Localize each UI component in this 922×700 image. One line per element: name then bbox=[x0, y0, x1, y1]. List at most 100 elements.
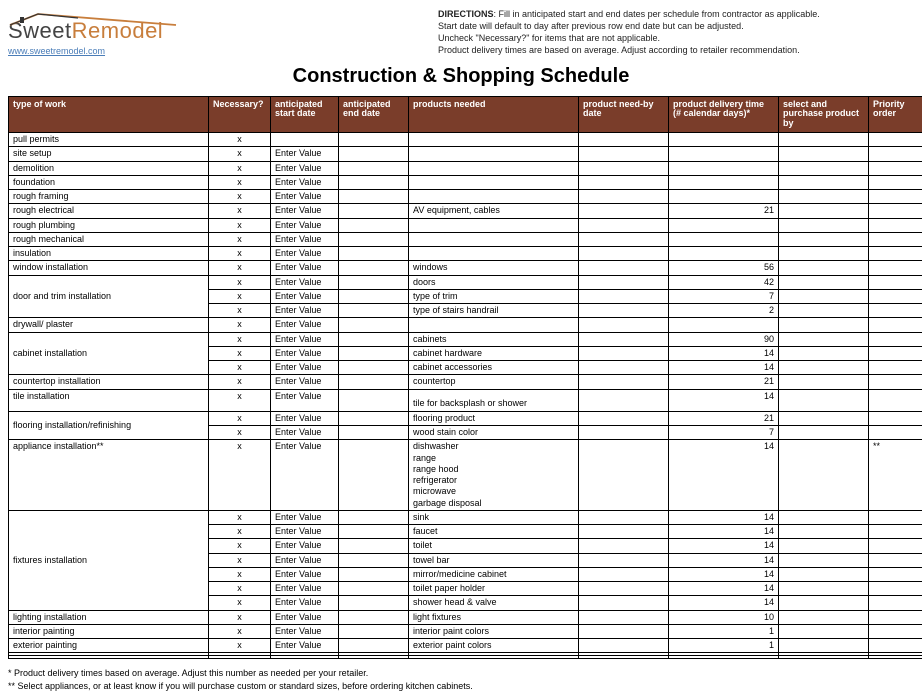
cell[interactable] bbox=[869, 639, 922, 653]
cell[interactable]: 14 bbox=[669, 596, 779, 610]
cell[interactable] bbox=[579, 346, 669, 360]
cell[interactable]: x bbox=[209, 596, 271, 610]
cell[interactable] bbox=[579, 147, 669, 161]
cell[interactable]: x bbox=[209, 318, 271, 332]
cell[interactable] bbox=[669, 190, 779, 204]
cell[interactable]: x bbox=[209, 553, 271, 567]
cell[interactable]: x bbox=[209, 375, 271, 389]
cell[interactable]: Enter Value bbox=[271, 161, 339, 175]
cell[interactable] bbox=[869, 190, 922, 204]
cell[interactable] bbox=[869, 389, 922, 411]
cell[interactable] bbox=[869, 510, 922, 524]
cell[interactable]: x bbox=[209, 426, 271, 440]
cell[interactable] bbox=[779, 510, 869, 524]
cell[interactable]: Enter Value bbox=[271, 389, 339, 411]
cell[interactable] bbox=[339, 332, 409, 346]
cell[interactable] bbox=[779, 204, 869, 218]
cell[interactable] bbox=[339, 133, 409, 147]
cell[interactable] bbox=[579, 190, 669, 204]
cell[interactable]: x bbox=[209, 610, 271, 624]
cell[interactable]: 21 bbox=[669, 375, 779, 389]
cell[interactable] bbox=[869, 567, 922, 581]
cell[interactable] bbox=[339, 389, 409, 411]
cell[interactable] bbox=[779, 261, 869, 275]
cell[interactable]: x bbox=[209, 361, 271, 375]
cell[interactable] bbox=[869, 553, 922, 567]
cell[interactable] bbox=[409, 318, 579, 332]
cell[interactable] bbox=[579, 275, 669, 289]
cell[interactable] bbox=[779, 147, 869, 161]
cell[interactable]: 7 bbox=[669, 426, 779, 440]
cell[interactable]: x bbox=[209, 411, 271, 425]
cell[interactable]: x bbox=[209, 133, 271, 147]
cell[interactable] bbox=[669, 318, 779, 332]
cell[interactable]: Enter Value bbox=[271, 375, 339, 389]
cell[interactable]: x bbox=[209, 440, 271, 511]
cell[interactable]: cabinet installation bbox=[9, 332, 209, 375]
cell[interactable] bbox=[779, 539, 869, 553]
cell[interactable] bbox=[869, 318, 922, 332]
cell[interactable]: Enter Value bbox=[271, 318, 339, 332]
cell[interactable] bbox=[779, 375, 869, 389]
cell[interactable] bbox=[409, 218, 579, 232]
cell[interactable]: sink bbox=[409, 510, 579, 524]
cell[interactable] bbox=[579, 218, 669, 232]
cell[interactable]: tile installation bbox=[9, 389, 209, 411]
cell[interactable]: x bbox=[209, 275, 271, 289]
cell[interactable]: cabinets bbox=[409, 332, 579, 346]
cell[interactable]: 14 bbox=[669, 440, 779, 511]
cell[interactable] bbox=[579, 510, 669, 524]
cell[interactable] bbox=[579, 133, 669, 147]
cell[interactable]: 14 bbox=[669, 525, 779, 539]
cell[interactable] bbox=[339, 656, 409, 659]
cell[interactable] bbox=[869, 426, 922, 440]
cell[interactable] bbox=[339, 261, 409, 275]
cell[interactable] bbox=[339, 147, 409, 161]
cell[interactable]: Enter Value bbox=[271, 639, 339, 653]
cell[interactable] bbox=[409, 247, 579, 261]
cell[interactable]: interior painting bbox=[9, 624, 209, 638]
cell[interactable] bbox=[669, 147, 779, 161]
cell[interactable] bbox=[409, 133, 579, 147]
cell[interactable] bbox=[339, 440, 409, 511]
cell[interactable] bbox=[579, 567, 669, 581]
cell[interactable] bbox=[779, 275, 869, 289]
cell[interactable] bbox=[869, 147, 922, 161]
cell[interactable] bbox=[869, 656, 922, 659]
cell[interactable]: towel bar bbox=[409, 553, 579, 567]
cell[interactable] bbox=[579, 582, 669, 596]
cell[interactable] bbox=[869, 539, 922, 553]
cell[interactable] bbox=[669, 161, 779, 175]
cell[interactable]: light fixtures bbox=[409, 610, 579, 624]
cell[interactable]: Enter Value bbox=[271, 539, 339, 553]
cell[interactable] bbox=[339, 567, 409, 581]
cell[interactable] bbox=[579, 361, 669, 375]
cell[interactable]: rough electrical bbox=[9, 204, 209, 218]
cell[interactable] bbox=[339, 624, 409, 638]
cell[interactable]: Enter Value bbox=[271, 346, 339, 360]
cell[interactable] bbox=[409, 175, 579, 189]
cell[interactable]: exterior painting bbox=[9, 639, 209, 653]
cell[interactable] bbox=[779, 440, 869, 511]
cell[interactable] bbox=[579, 161, 669, 175]
cell[interactable] bbox=[779, 247, 869, 261]
cell[interactable]: window installation bbox=[9, 261, 209, 275]
cell[interactable]: 90 bbox=[669, 332, 779, 346]
cell[interactable] bbox=[339, 539, 409, 553]
cell[interactable]: cabinet hardware bbox=[409, 346, 579, 360]
cell[interactable] bbox=[779, 656, 869, 659]
cell[interactable]: 56 bbox=[669, 261, 779, 275]
cell[interactable]: door and trim installation bbox=[9, 275, 209, 318]
cell[interactable]: 14 bbox=[669, 346, 779, 360]
cell[interactable]: 14 bbox=[669, 361, 779, 375]
cell[interactable] bbox=[579, 539, 669, 553]
cell[interactable] bbox=[579, 624, 669, 638]
cell[interactable]: AV equipment, cables bbox=[409, 204, 579, 218]
cell[interactable] bbox=[339, 175, 409, 189]
cell[interactable] bbox=[339, 161, 409, 175]
cell[interactable]: x bbox=[209, 204, 271, 218]
cell[interactable] bbox=[339, 218, 409, 232]
cell[interactable] bbox=[669, 247, 779, 261]
cell[interactable]: 1 bbox=[669, 639, 779, 653]
cell[interactable] bbox=[579, 289, 669, 303]
